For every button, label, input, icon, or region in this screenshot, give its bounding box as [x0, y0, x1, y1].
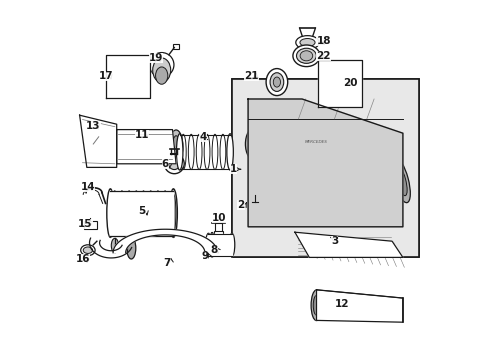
Ellipse shape	[228, 233, 234, 256]
Circle shape	[110, 66, 115, 70]
Text: 8: 8	[210, 245, 217, 255]
Ellipse shape	[211, 249, 224, 256]
Text: 12: 12	[334, 299, 348, 309]
Bar	[213, 231, 223, 236]
Ellipse shape	[111, 133, 122, 160]
Text: 20: 20	[343, 78, 357, 88]
Ellipse shape	[106, 189, 114, 238]
Polygon shape	[247, 99, 402, 227]
Ellipse shape	[149, 53, 174, 77]
Ellipse shape	[296, 48, 316, 63]
Ellipse shape	[111, 238, 118, 253]
Ellipse shape	[248, 132, 261, 156]
Ellipse shape	[107, 59, 133, 94]
Text: 21: 21	[244, 71, 259, 81]
Ellipse shape	[111, 133, 122, 160]
Bar	[231, 79, 418, 257]
Circle shape	[110, 82, 115, 87]
Text: 14: 14	[81, 182, 95, 192]
Ellipse shape	[83, 247, 92, 253]
Circle shape	[125, 66, 130, 70]
Text: 7: 7	[163, 258, 170, 268]
Text: 13: 13	[86, 121, 101, 131]
Polygon shape	[106, 55, 149, 98]
Ellipse shape	[273, 77, 280, 87]
Text: 19: 19	[149, 53, 163, 63]
Ellipse shape	[164, 154, 184, 174]
Text: 1: 1	[230, 164, 237, 174]
Ellipse shape	[111, 65, 129, 88]
Text: 11: 11	[134, 130, 149, 140]
Bar	[172, 44, 179, 49]
Text: 10: 10	[212, 213, 226, 223]
Polygon shape	[80, 115, 117, 167]
Ellipse shape	[321, 66, 350, 102]
Text: 6: 6	[162, 159, 168, 169]
Ellipse shape	[81, 245, 95, 256]
Ellipse shape	[205, 233, 211, 256]
Text: 17: 17	[99, 71, 113, 81]
Text: 5: 5	[138, 206, 145, 216]
Ellipse shape	[313, 295, 319, 315]
Ellipse shape	[300, 51, 312, 61]
Ellipse shape	[170, 194, 176, 232]
Ellipse shape	[172, 136, 179, 157]
Ellipse shape	[155, 67, 167, 84]
Text: 3: 3	[330, 236, 337, 246]
Ellipse shape	[253, 189, 257, 193]
Ellipse shape	[126, 237, 136, 259]
Text: 22: 22	[316, 51, 330, 61]
Ellipse shape	[325, 70, 346, 97]
Ellipse shape	[265, 68, 287, 95]
Ellipse shape	[295, 36, 319, 49]
Text: 18: 18	[316, 36, 330, 46]
Text: 9: 9	[201, 251, 208, 261]
Polygon shape	[110, 191, 173, 236]
Bar	[231, 79, 418, 257]
Polygon shape	[318, 60, 361, 107]
Text: MERCEDES: MERCEDES	[305, 140, 327, 144]
Ellipse shape	[269, 73, 283, 91]
Ellipse shape	[292, 45, 319, 67]
Ellipse shape	[299, 39, 314, 46]
Text: 16: 16	[76, 254, 90, 264]
Ellipse shape	[391, 157, 409, 203]
Polygon shape	[316, 290, 402, 322]
Ellipse shape	[310, 290, 321, 320]
Ellipse shape	[209, 233, 214, 257]
Bar	[214, 223, 222, 232]
Ellipse shape	[169, 130, 183, 163]
Text: 2: 2	[237, 200, 244, 210]
Polygon shape	[208, 234, 231, 256]
Ellipse shape	[169, 189, 177, 238]
Polygon shape	[113, 229, 217, 253]
Ellipse shape	[168, 158, 180, 170]
Ellipse shape	[251, 187, 259, 195]
Polygon shape	[117, 130, 176, 164]
Bar	[84, 221, 97, 229]
Polygon shape	[294, 232, 402, 257]
Ellipse shape	[176, 134, 183, 170]
Text: 4: 4	[199, 132, 206, 142]
Circle shape	[125, 82, 130, 87]
Ellipse shape	[152, 58, 170, 82]
Ellipse shape	[394, 164, 407, 196]
Ellipse shape	[245, 127, 264, 161]
Ellipse shape	[329, 75, 342, 93]
Text: 15: 15	[78, 219, 92, 229]
Ellipse shape	[226, 134, 233, 170]
